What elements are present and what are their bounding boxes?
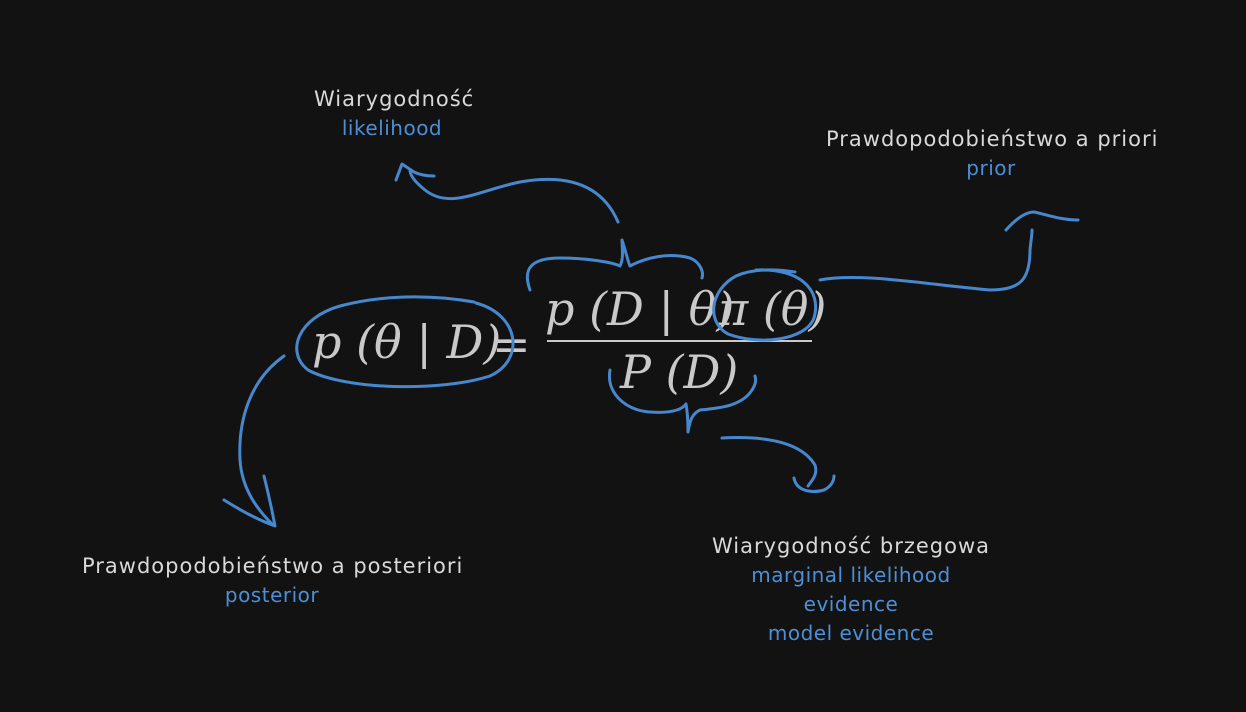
- evidence-label-en-1: marginal likelihood: [751, 563, 951, 587]
- posterior-arrow: [238, 354, 286, 526]
- prior-label: Prawdopodobieństwo a priori prior: [826, 124, 1159, 183]
- likelihood-arrowhead-icon: [394, 162, 436, 182]
- prior-label-en: prior: [966, 156, 1016, 180]
- evidence-label-pl: Wiarygodność brzegowa: [711, 534, 991, 558]
- formula-equals: =: [492, 317, 531, 371]
- prior-label-pl: Prawdopodobieństwo a priori: [826, 127, 1159, 151]
- evidence-brace: [607, 368, 758, 434]
- evidence-label-en-3: model evidence: [767, 621, 935, 645]
- prior-arrow: [818, 228, 1034, 292]
- posterior-label: Prawdopodobieństwo a posteriori posterio…: [82, 551, 462, 610]
- likelihood-label: Wiarygodność likelihood: [314, 84, 475, 143]
- posterior-arrowhead-icon: [222, 474, 277, 528]
- evidence-arrow: [720, 436, 818, 488]
- likelihood-label-pl: Wiarygodność: [314, 87, 475, 111]
- evidence-arrowhead-icon: [792, 474, 836, 493]
- likelihood-arrow: [408, 168, 620, 224]
- posterior-label-pl: Prawdopodobieństwo a posteriori: [82, 554, 464, 578]
- posterior-label-en: posterior: [224, 583, 320, 607]
- posterior-ellipse: [295, 295, 515, 389]
- formula-denominator: P (D): [619, 345, 738, 399]
- formula-numerator-likelihood: p (D | θ): [545, 282, 734, 336]
- likelihood-brace: [525, 238, 704, 292]
- evidence-label: Wiarygodność brzegowa marginal likelihoo…: [710, 531, 992, 648]
- likelihood-label-en: likelihood: [341, 116, 443, 140]
- prior-circle: [712, 268, 817, 342]
- prior-arrowhead-icon: [1004, 210, 1080, 232]
- evidence-label-en-2: evidence: [803, 592, 899, 616]
- formula-lhs: p (θ | D): [312, 315, 501, 369]
